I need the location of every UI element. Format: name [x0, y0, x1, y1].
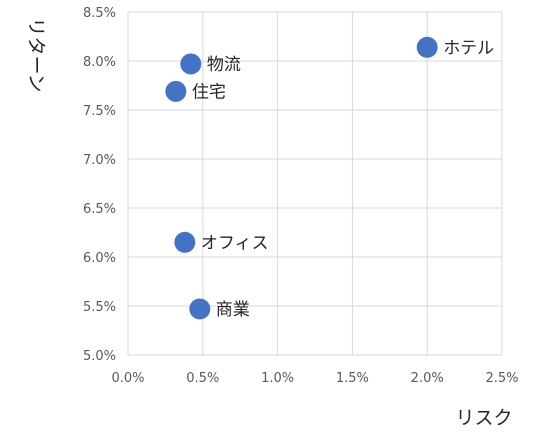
grid-layer [127, 11, 503, 356]
y-tick-label: 7.0% [83, 153, 116, 168]
x-tick-label: 0.5% [186, 371, 219, 386]
x-tick-label: 0.0% [111, 371, 144, 386]
x-tick-label: 1.5% [336, 371, 369, 386]
y-tick-label: 6.0% [83, 251, 116, 266]
y-axis-title: リターン [25, 17, 47, 92]
point-layer [165, 36, 438, 320]
x-tick-label: 2.5% [485, 371, 518, 386]
y-tick-label: 8.0% [83, 55, 116, 70]
y-tick-label: 7.5% [83, 104, 116, 119]
y-tick-label: 5.5% [83, 300, 116, 315]
point-label: 住宅 [192, 82, 226, 102]
point-label: 商業 [216, 300, 250, 320]
scatter-point [189, 298, 211, 320]
y-tick-label: 6.5% [83, 202, 116, 217]
x-tick-label: 2.0% [411, 371, 444, 386]
y-tick-label: 5.0% [83, 349, 116, 364]
scatter-point [180, 53, 202, 75]
scatter-point [165, 80, 187, 102]
tick-layer: 0.0% 0.5% 1.0% 1.5% 2.0% 2.5% 5.0% 5.5% 6.0% 6.5%… [83, 6, 519, 386]
y-tick-label: 8.5% [83, 6, 116, 21]
point-label: ホテル [443, 38, 494, 58]
scatter-point [174, 231, 196, 253]
x-axis-title: リスク [455, 407, 512, 429]
x-tick-label: 1.0% [261, 371, 294, 386]
point-label: オフィス [201, 233, 269, 253]
point-label: 物流 [207, 55, 241, 75]
scatter-point [416, 36, 438, 58]
